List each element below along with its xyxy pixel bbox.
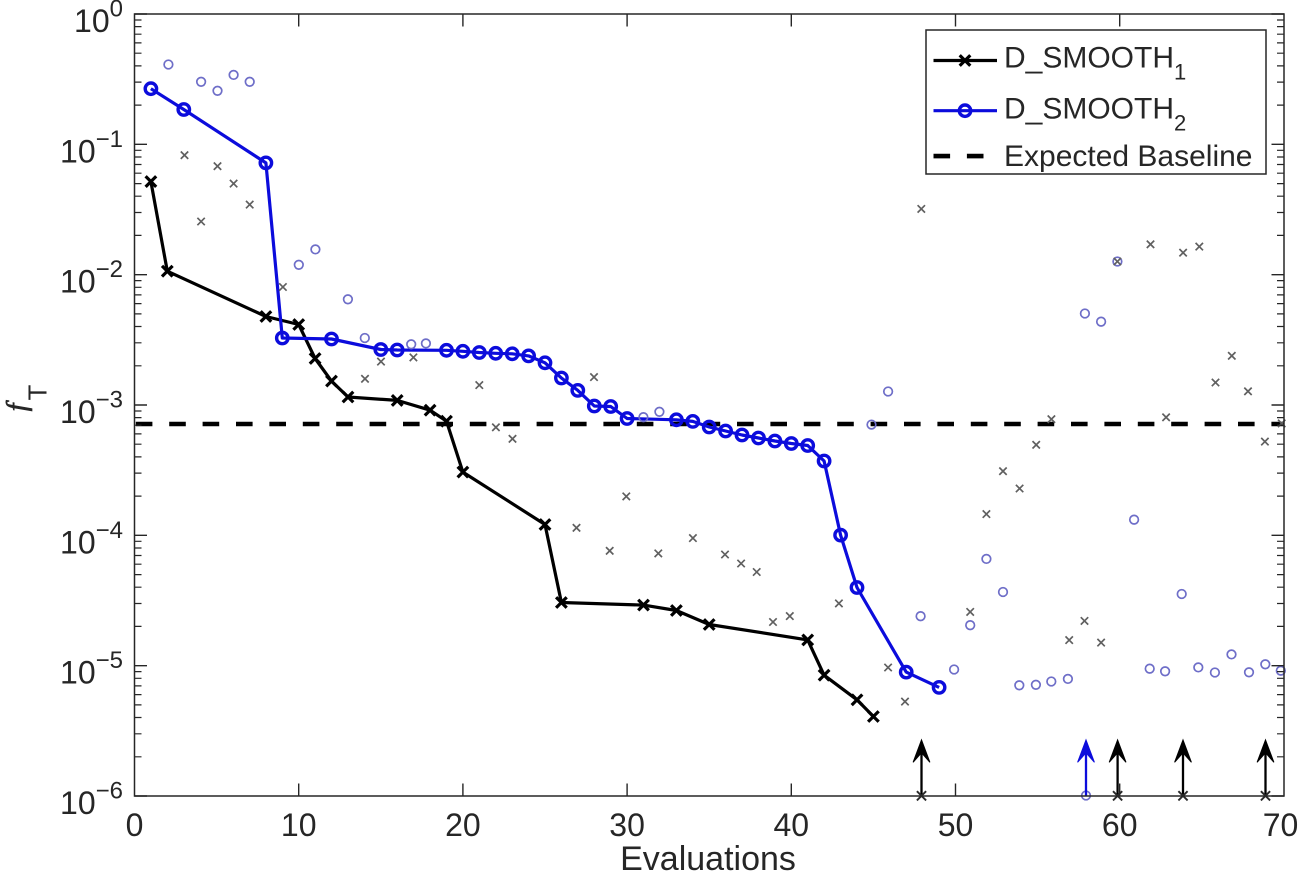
svg-text:Expected Baseline: Expected Baseline [1004,140,1253,173]
svg-text:20: 20 [445,807,481,843]
svg-text:30: 30 [609,807,645,843]
svg-text:0: 0 [126,807,144,843]
svg-text:10−2: 10−2 [60,256,123,300]
svg-text:10: 10 [281,807,317,843]
svg-text:T: T [22,385,52,401]
svg-text:40: 40 [774,807,810,843]
svg-text:Evaluations: Evaluations [620,840,796,878]
svg-text:60: 60 [1102,807,1138,843]
svg-text:50: 50 [938,807,974,843]
svg-text:70: 70 [1263,807,1299,843]
svg-text:f: f [2,400,33,411]
svg-text:10−5: 10−5 [60,647,123,691]
